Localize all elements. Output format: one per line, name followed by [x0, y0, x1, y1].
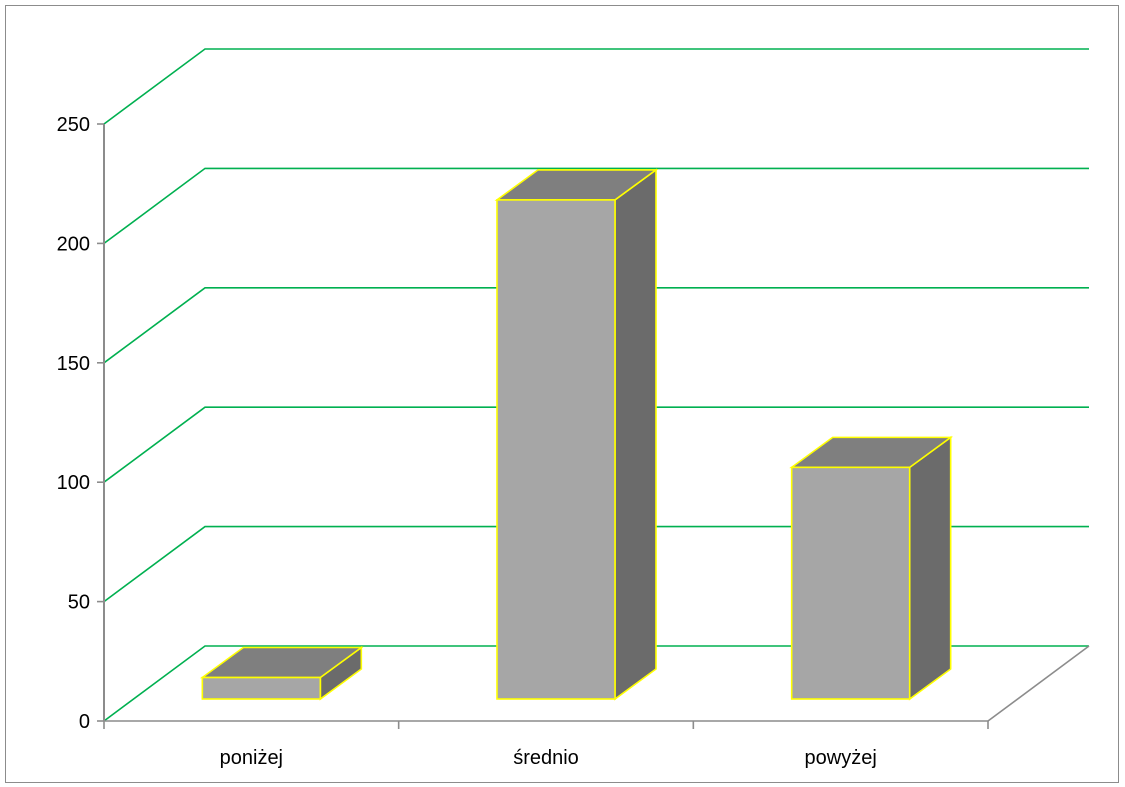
bar-side — [908, 435, 952, 701]
bar-poniżej — [199, 645, 364, 701]
y-tick-label: 50 — [68, 592, 90, 614]
bar-side — [614, 168, 657, 701]
gridline-3 — [103, 286, 1089, 364]
x-tick-label: średnio — [513, 747, 579, 769]
axes — [97, 123, 1090, 729]
bars — [199, 168, 954, 701]
x-tick-label: poniżej — [220, 747, 283, 769]
floor-right-edge — [987, 645, 1090, 722]
bar-front — [496, 199, 616, 700]
y-tick-label: 0 — [79, 711, 90, 733]
gridline-5 — [103, 48, 1089, 125]
bar-front — [790, 466, 911, 700]
bar-powyżej — [789, 435, 954, 701]
gridline-4 — [103, 167, 1089, 245]
bar-front — [201, 676, 322, 700]
y-tick-label: 250 — [57, 114, 90, 136]
y-tick-label: 200 — [57, 233, 90, 255]
bar-średnio — [494, 168, 659, 701]
tick-labels: 0 50 100 150 200 250 poniżej średnio powyżej — [57, 114, 877, 769]
y-tick-label: 100 — [57, 472, 90, 494]
x-tick-label: powyżej — [805, 747, 877, 769]
gridline-2 — [103, 406, 1089, 483]
y-tick-label: 150 — [57, 353, 90, 375]
